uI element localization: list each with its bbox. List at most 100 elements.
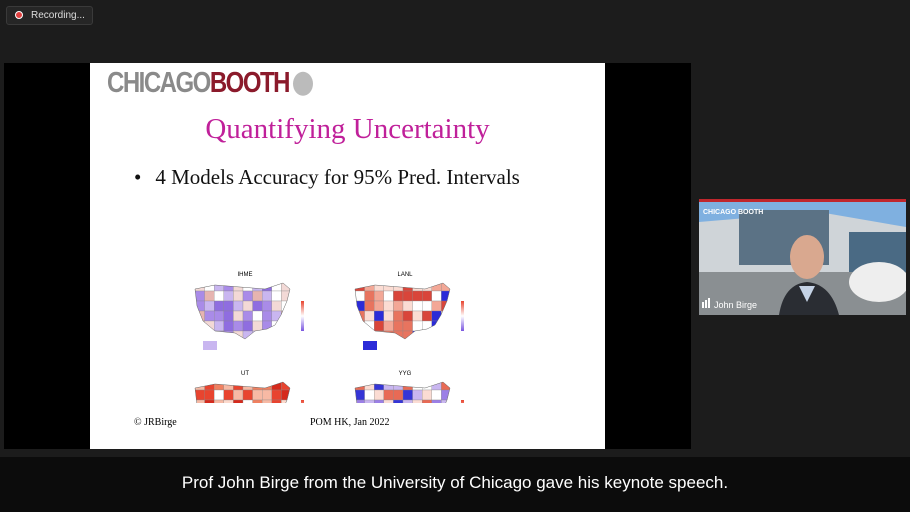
footer-center: POM HK, Jan 2022 bbox=[310, 417, 390, 428]
color-legend bbox=[461, 400, 464, 403]
state bbox=[252, 382, 263, 391]
state bbox=[441, 399, 450, 403]
state bbox=[214, 290, 224, 302]
state bbox=[252, 310, 263, 322]
state bbox=[233, 300, 244, 312]
state bbox=[364, 300, 375, 312]
state bbox=[214, 300, 224, 312]
map-outline bbox=[354, 381, 451, 403]
state bbox=[431, 330, 442, 339]
state bbox=[374, 310, 384, 322]
state bbox=[422, 300, 432, 312]
state bbox=[364, 310, 375, 322]
state bbox=[422, 290, 432, 302]
footer-left: © JRBirge bbox=[134, 417, 177, 428]
state bbox=[204, 290, 215, 302]
state bbox=[252, 283, 263, 292]
state bbox=[281, 320, 290, 332]
state bbox=[355, 283, 365, 292]
state bbox=[223, 290, 234, 302]
state bbox=[412, 382, 423, 391]
state bbox=[214, 283, 224, 292]
map-title: UT bbox=[241, 371, 249, 377]
participant-video[interactable]: CHICAGO BOOTH John Birge bbox=[699, 199, 906, 315]
map-outline bbox=[354, 282, 451, 340]
state bbox=[393, 310, 404, 322]
state bbox=[281, 389, 290, 401]
state bbox=[195, 320, 205, 332]
state bbox=[402, 382, 413, 391]
state bbox=[393, 320, 404, 332]
color-legend bbox=[461, 301, 464, 331]
state bbox=[233, 310, 244, 322]
state bbox=[262, 399, 272, 403]
state bbox=[233, 283, 244, 292]
state bbox=[204, 320, 215, 332]
state bbox=[412, 320, 423, 332]
state bbox=[422, 389, 432, 401]
state bbox=[393, 283, 404, 292]
state bbox=[233, 290, 244, 302]
state bbox=[383, 310, 394, 322]
state bbox=[262, 330, 272, 339]
state bbox=[431, 389, 442, 401]
state bbox=[271, 399, 282, 403]
state bbox=[412, 283, 423, 292]
alaska bbox=[203, 341, 217, 350]
state bbox=[195, 382, 205, 391]
state bbox=[422, 310, 432, 322]
state bbox=[204, 389, 215, 401]
state bbox=[374, 290, 384, 302]
state bbox=[214, 389, 224, 401]
state bbox=[412, 389, 423, 401]
state bbox=[393, 389, 404, 401]
state bbox=[242, 389, 253, 401]
state bbox=[402, 389, 413, 401]
state bbox=[204, 310, 215, 322]
state bbox=[393, 300, 404, 312]
state bbox=[223, 320, 234, 332]
map-outline bbox=[194, 381, 291, 403]
state bbox=[242, 330, 253, 339]
state bbox=[431, 290, 442, 302]
slide: CHICAGOBOOTH Quantifying Uncertainty • 4 … bbox=[90, 63, 605, 449]
state bbox=[242, 283, 253, 292]
map-title: IHME bbox=[238, 272, 253, 278]
recording-indicator[interactable]: Recording... bbox=[6, 6, 93, 25]
color-legend bbox=[301, 301, 304, 331]
state bbox=[412, 399, 423, 403]
state bbox=[412, 300, 423, 312]
bullet: • 4 Models Accuracy for 95% Pred. Interva… bbox=[134, 165, 520, 189]
state bbox=[223, 300, 234, 312]
map-title: YYG bbox=[399, 371, 412, 377]
state bbox=[262, 389, 272, 401]
map bbox=[355, 382, 450, 403]
state bbox=[204, 300, 215, 312]
state bbox=[233, 320, 244, 332]
map-outline bbox=[194, 282, 291, 340]
state bbox=[204, 330, 215, 339]
state bbox=[252, 290, 263, 302]
caption: Prof John Birge from the University of C… bbox=[0, 457, 910, 512]
state bbox=[374, 330, 384, 339]
state bbox=[393, 290, 404, 302]
state bbox=[412, 330, 423, 339]
state bbox=[441, 330, 450, 339]
state bbox=[402, 310, 413, 322]
state bbox=[214, 320, 224, 332]
state bbox=[402, 320, 413, 332]
state bbox=[281, 290, 290, 302]
recording-label: Recording... bbox=[31, 10, 85, 21]
state bbox=[364, 290, 375, 302]
state bbox=[374, 399, 384, 403]
state bbox=[422, 283, 432, 292]
state bbox=[214, 310, 224, 322]
video-logo: CHICAGO BOOTH bbox=[703, 209, 763, 216]
logo-right: BOOTH bbox=[209, 67, 291, 100]
state bbox=[422, 330, 432, 339]
state bbox=[355, 330, 365, 339]
state bbox=[223, 389, 234, 401]
state bbox=[223, 399, 234, 403]
state bbox=[271, 290, 282, 302]
